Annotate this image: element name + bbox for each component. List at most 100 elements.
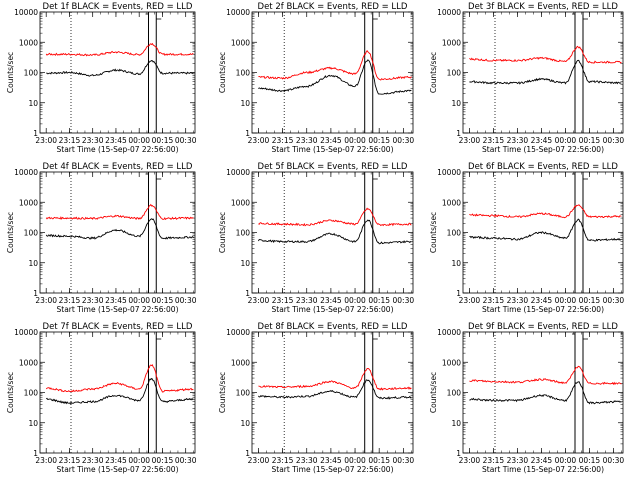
events-series-line xyxy=(45,218,194,240)
lld-series-line xyxy=(45,203,194,221)
x-tick-label: 00:00 xyxy=(555,136,577,145)
y-tick-label: 1000 xyxy=(442,198,461,207)
x-axis-label: Start Time (15-Sep-07 22:56:00) xyxy=(272,305,394,314)
y-tick-label: 10 xyxy=(28,99,38,108)
x-tick-label: 00:30 xyxy=(175,456,197,465)
panel-5: Det 5f BLACK = Events, RED = LLD 1 10 100 10… xyxy=(218,162,414,314)
x-tick-label: 00:30 xyxy=(393,296,415,305)
y-tick-label: 10 xyxy=(451,99,461,108)
y-tick-label: 1 xyxy=(33,289,38,298)
x-tick-label: 23:15 xyxy=(483,296,505,305)
events-series-line xyxy=(258,379,412,400)
x-tick-label: 23:45 xyxy=(531,296,553,305)
x-axis-label: Start Time (15-Sep-07 22:56:00) xyxy=(272,465,394,474)
x-tick-label: 23:30 xyxy=(296,296,318,305)
x-tick-label: 23:30 xyxy=(82,136,104,145)
y-tick-label: 10000 xyxy=(437,328,461,337)
x-tick-label: 23:00 xyxy=(35,136,57,145)
x-tick-label: 00:15 xyxy=(152,136,174,145)
y-tick-label: 100 xyxy=(24,69,39,78)
events-series-line xyxy=(469,218,622,242)
y-tick-label: 10 xyxy=(451,419,461,428)
x-tick-label: 23:45 xyxy=(531,456,553,465)
panel-title: Det 2f BLACK = Events, RED = LLD xyxy=(258,2,408,12)
x-tick-label: 23:15 xyxy=(59,456,81,465)
x-tick-label: 23:15 xyxy=(272,296,294,305)
x-tick-label: 23:45 xyxy=(320,136,342,145)
x-tick-label: 23:30 xyxy=(507,296,529,305)
x-tick-label: 00:30 xyxy=(393,456,415,465)
panel-8: Det 8f BLACK = Events, RED = LLD 1 10 100 10… xyxy=(218,322,414,474)
x-tick-label: 23:00 xyxy=(459,456,481,465)
lld-series-line xyxy=(469,45,622,64)
x-tick-label: 00:00 xyxy=(344,296,366,305)
x-tick-label: 23:00 xyxy=(459,296,481,305)
y-tick-label: 10 xyxy=(28,259,38,268)
x-axis-label: Start Time (15-Sep-07 22:56:00) xyxy=(272,145,394,154)
panel-7: Det 7f BLACK = Events, RED = LLD 1 10 100 10… xyxy=(6,322,197,474)
x-axis-label: Start Time (15-Sep-07 22:56:00) xyxy=(57,145,179,154)
y-tick-label: 1000 xyxy=(19,38,38,47)
lld-series-line xyxy=(469,365,622,386)
y-tick-label: 1 xyxy=(456,449,461,458)
y-axis-label: Counts/sec xyxy=(6,52,15,93)
y-tick-label: 10000 xyxy=(437,168,461,177)
x-tick-label: 23:30 xyxy=(82,456,104,465)
y-tick-label: 10 xyxy=(240,419,250,428)
y-tick-label: 10000 xyxy=(14,328,38,337)
x-tick-label: 23:30 xyxy=(507,136,529,145)
y-tick-label: 1000 xyxy=(231,198,250,207)
y-tick-label: 10000 xyxy=(437,8,461,17)
x-tick-label: 23:15 xyxy=(483,456,505,465)
x-tick-label: 00:00 xyxy=(344,456,366,465)
x-tick-label: 23:45 xyxy=(320,296,342,305)
x-axis-label: Start Time (15-Sep-07 22:56:00) xyxy=(57,305,179,314)
x-tick-label: 23:00 xyxy=(248,456,270,465)
x-axis-label: Start Time (15-Sep-07 22:56:00) xyxy=(482,305,604,314)
y-tick-label: 1 xyxy=(33,129,38,138)
panel-6: Det 6f BLACK = Events, RED = LLD 1 10 100 10… xyxy=(429,162,624,314)
x-tick-label: 23:15 xyxy=(272,456,294,465)
y-tick-label: 10 xyxy=(240,259,250,268)
events-series-line xyxy=(469,380,622,405)
lld-series-line xyxy=(45,364,194,393)
y-tick-label: 1 xyxy=(456,129,461,138)
y-axis-label: Counts/sec xyxy=(429,212,438,253)
y-tick-label: 1 xyxy=(245,449,250,458)
events-series-line xyxy=(46,59,194,77)
x-tick-label: 23:30 xyxy=(82,296,104,305)
plot-frame xyxy=(251,331,414,454)
x-tick-label: 23:15 xyxy=(483,136,505,145)
y-tick-label: 100 xyxy=(236,229,251,238)
y-tick-label: 10000 xyxy=(226,8,250,17)
x-tick-label: 00:30 xyxy=(603,456,625,465)
lld-series-line xyxy=(469,204,622,219)
y-tick-label: 10 xyxy=(240,99,250,108)
lld-series-line xyxy=(258,49,412,81)
y-tick-label: 1 xyxy=(245,129,250,138)
x-tick-label: 00:15 xyxy=(579,136,601,145)
x-tick-label: 23:00 xyxy=(248,296,270,305)
events-series-line xyxy=(469,59,622,85)
y-axis-label: Counts/sec xyxy=(6,212,15,253)
y-tick-label: 10 xyxy=(28,419,38,428)
x-tick-label: 23:45 xyxy=(105,136,127,145)
y-tick-label: 10000 xyxy=(226,168,250,177)
plot-frame xyxy=(462,331,624,454)
y-tick-label: 100 xyxy=(24,389,39,398)
y-tick-label: 100 xyxy=(447,69,462,78)
panel-1: Det 1f BLACK = Events, RED = LLD 1 10 100 10… xyxy=(6,2,197,154)
panel-4: Det 4f BLACK = Events, RED = LLD 1 10 100 10… xyxy=(6,162,197,314)
y-tick-label: 1 xyxy=(33,449,38,458)
events-series-line xyxy=(45,377,194,405)
panel-3: Det 3f BLACK = Events, RED = LLD 1 10 100 10… xyxy=(429,2,624,154)
y-tick-label: 1000 xyxy=(231,358,250,367)
x-tick-label: 00:30 xyxy=(603,296,625,305)
x-tick-label: 23:45 xyxy=(105,456,127,465)
y-tick-label: 10000 xyxy=(14,168,38,177)
x-tick-label: 00:15 xyxy=(152,296,174,305)
plot-frame xyxy=(462,11,624,134)
panel-title: Det 6f BLACK = Events, RED = LLD xyxy=(468,162,618,172)
y-axis-label: Counts/sec xyxy=(218,212,227,253)
